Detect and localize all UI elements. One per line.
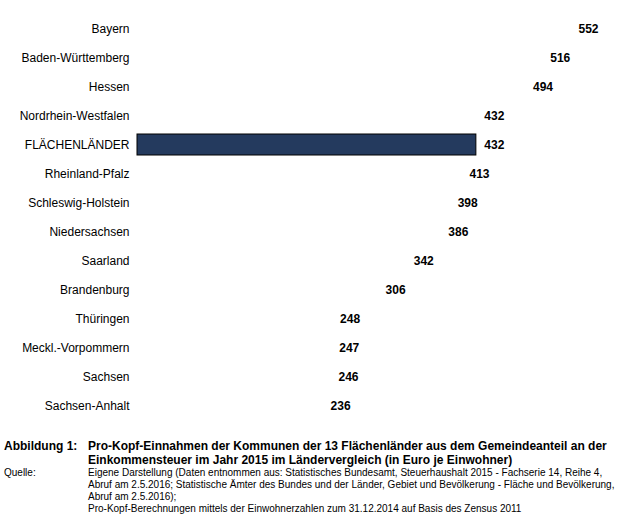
svg-text:Niedersachsen: Niedersachsen	[49, 225, 129, 239]
svg-text:398: 398	[458, 196, 478, 210]
svg-text:Sachsen: Sachsen	[83, 370, 130, 384]
svg-text:413: 413	[469, 167, 489, 181]
svg-text:432: 432	[484, 138, 504, 152]
svg-text:Hessen: Hessen	[89, 80, 130, 94]
svg-text:386: 386	[448, 225, 468, 239]
html-text:Pro-Kopf-Einnahmen der Kommune: Pro-Kopf-Einnahmen der Kommunen der 13 F…	[88, 439, 607, 467]
html-text:Quelle:: Quelle:	[4, 467, 36, 478]
svg-text:247: 247	[339, 341, 359, 355]
svg-text:Meckl.-Vorpommern: Meckl.-Vorpommern	[22, 341, 129, 355]
svg-text:306: 306	[386, 283, 406, 297]
svg-text:Brandenburg: Brandenburg	[60, 283, 129, 297]
svg-text:552: 552	[579, 22, 599, 36]
svg-text:342: 342	[414, 254, 434, 268]
svg-text:Nordrhein-Westfalen: Nordrhein-Westfalen	[20, 109, 130, 123]
html-text:Eigene Darstellung (Daten entn: Eigene Darstellung (Daten entnommen aus:…	[88, 467, 615, 502]
svg-text:494: 494	[533, 80, 553, 94]
svg-text:246: 246	[338, 370, 358, 384]
svg-text:432: 432	[484, 109, 504, 123]
html-text:Abbildung 1:: Abbildung 1:	[4, 439, 78, 453]
svg-text:Schleswig-Holstein: Schleswig-Holstein	[28, 196, 129, 210]
svg-text:248: 248	[340, 312, 360, 326]
svg-text:Thüringen: Thüringen	[75, 312, 129, 326]
svg-text:236: 236	[331, 399, 351, 413]
svg-text:516: 516	[550, 51, 570, 65]
svg-text:Saarland: Saarland	[81, 254, 129, 268]
svg-text:Rheinland-Pfalz: Rheinland-Pfalz	[45, 167, 130, 181]
svg-text:Bayern: Bayern	[91, 22, 129, 36]
html-text:Pro-Kopf-Berechnungen mittels: Pro-Kopf-Berechnungen mittels der Einwoh…	[88, 503, 522, 514]
svg-text:Baden-Württemberg: Baden-Württemberg	[21, 51, 129, 65]
svg-text:FLÄCHENLÄNDER: FLÄCHENLÄNDER	[25, 138, 130, 152]
svg-text:Sachsen-Anhalt: Sachsen-Anhalt	[45, 399, 130, 413]
